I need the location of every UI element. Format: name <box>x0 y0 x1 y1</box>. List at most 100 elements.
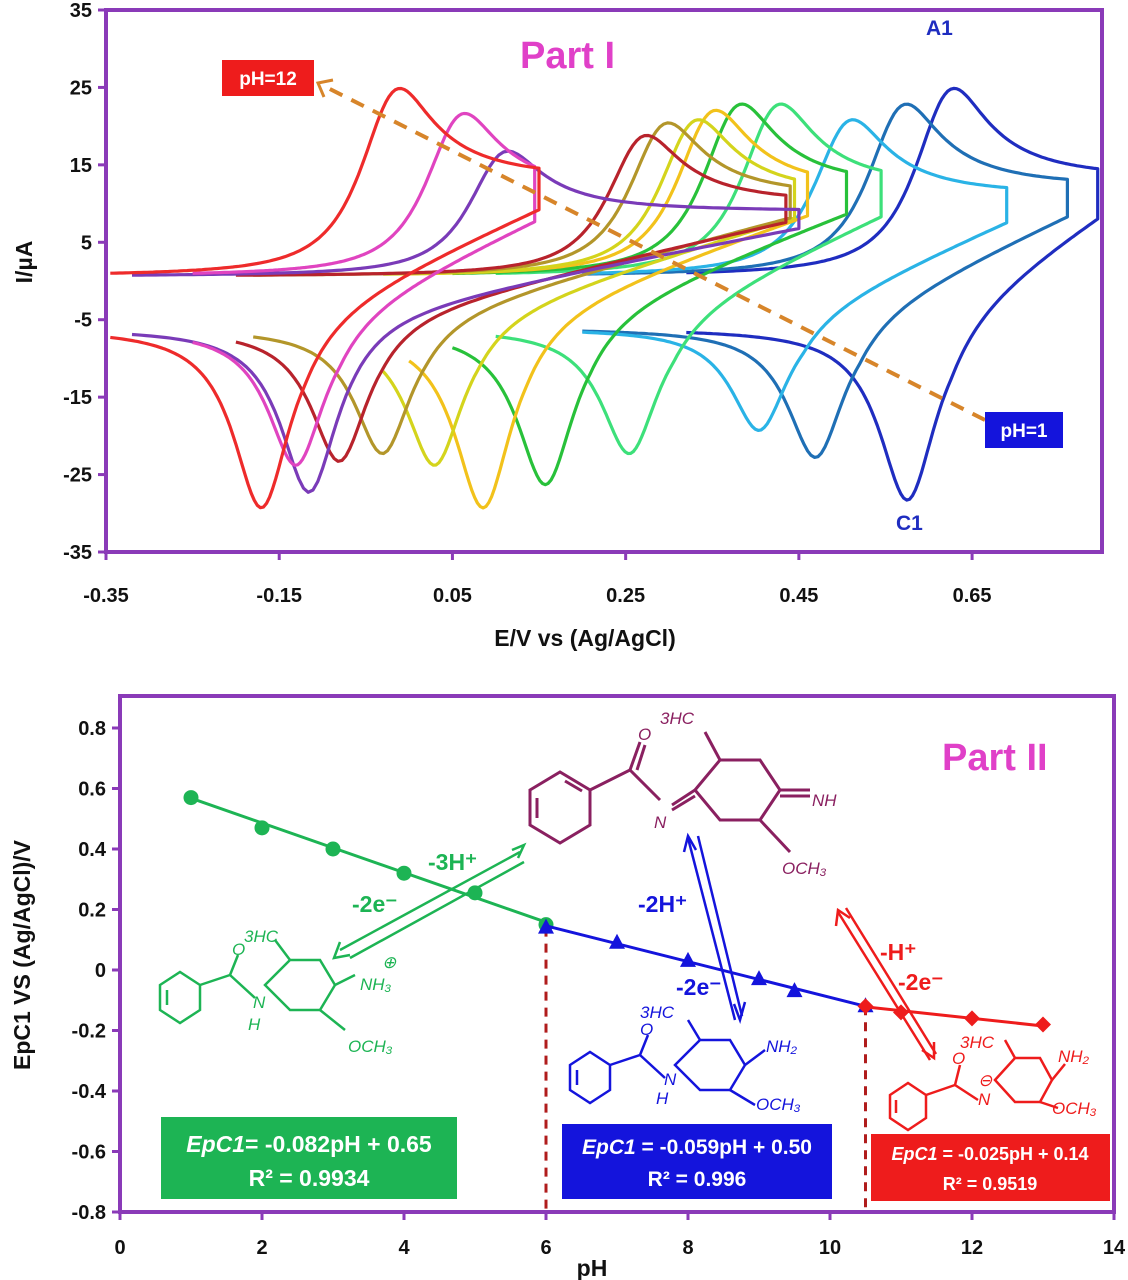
green-proton-label: -3H⁺ <box>428 849 477 875</box>
green-electron-label: -2e⁻ <box>352 891 397 917</box>
part-1-y-tick-label: 35 <box>70 0 92 22</box>
blue-electron-label: -2e⁻ <box>676 974 721 1000</box>
cv-curve-ph-2 <box>582 102 1069 459</box>
blue-r2: R² = 0.996 <box>648 1168 747 1191</box>
blue-equation-box <box>562 1124 832 1199</box>
green-equation-lhs: EpC1 <box>186 1131 245 1157</box>
part-1-y-tick-label: 15 <box>70 155 92 177</box>
part-1-x-tick-label: 0.25 <box>606 585 645 607</box>
red-equation: EpC1 = -0.025pH + 0.14 <box>891 1144 1088 1164</box>
part-2-y-tick-label: 0 <box>95 960 106 982</box>
green-och3-label: OCH₃ <box>348 1037 393 1056</box>
part-1-y-axis-label: I/µA <box>11 241 37 284</box>
green-equation-box <box>161 1117 457 1199</box>
part-2-y-tick-label: 0.4 <box>78 839 107 861</box>
cv-curve-ph-10 <box>131 149 801 494</box>
part-1-trend-arrow <box>321 83 986 422</box>
part-2-title: Part II <box>942 737 1048 779</box>
part-1-x-tick-label: 0.45 <box>779 585 818 607</box>
part-2-x-ticks: 0 2 4 6 8 10 12 14 <box>114 1212 1126 1259</box>
ph-12-label-box <box>222 60 314 96</box>
cathodic-peak-label: C1 <box>896 512 923 535</box>
cv-curve-ph-6 <box>408 108 810 510</box>
anodic-peak-label: A1 <box>926 17 953 40</box>
part-1-cv-chart: 35 25 15 5 -5 -15 -25 -35 -0.35 -0.15 0.05 0.25 0.4… <box>11 0 1104 651</box>
green-equation: EpC1= -0.082pH + 0.65 <box>186 1131 432 1157</box>
blue-equation: EpC1 = -0.059pH + 0.50 <box>582 1136 812 1159</box>
green-h-label: H <box>248 1015 261 1034</box>
blue-och3-label: OCH₃ <box>756 1095 801 1114</box>
red-proton-label: -H⁺ <box>880 939 916 965</box>
cv-curve-ph-4 <box>495 102 883 456</box>
red-point <box>964 1010 980 1027</box>
green-o-label: O <box>232 940 245 959</box>
cv-curve-ph-1 <box>686 86 1100 502</box>
red-point <box>1035 1016 1051 1033</box>
part-2-y-axis-label: EpC1 VS (Ag/AgCl)/V <box>9 839 35 1070</box>
green-point <box>467 885 483 901</box>
green-r2: R² = 0.9934 <box>249 1165 370 1191</box>
part-2-x-tick-label: 2 <box>256 1237 267 1259</box>
red-minus-label: ⊖ <box>978 1071 993 1090</box>
part-2-scatter-chart: 0.8 0.6 0.4 0.2 0 -0.2 -0.4 -0.6 -0.8 0 2 4 6 8 10 12 1… <box>9 694 1126 1280</box>
part-1-x-ticks: -0.35 -0.15 0.05 0.25 0.45 0.65 <box>83 552 992 607</box>
blue-proton-label: -2H⁺ <box>638 891 687 917</box>
cv-curve-ph-5 <box>451 102 849 487</box>
part-1-curves <box>110 86 1100 510</box>
green-equation-rhs: = -0.082pH + 0.65 <box>245 1131 432 1157</box>
blue-h-label: H <box>656 1089 669 1108</box>
part-2-y-tick-label: -0.6 <box>72 1142 106 1164</box>
purple-molecule <box>528 731 810 854</box>
green-n-label: N <box>253 993 266 1012</box>
part-1-trend-arrowhead <box>315 78 334 98</box>
red-ch3-label: 3HC <box>960 1033 995 1052</box>
blue-nh2-label: NH₂ <box>766 1037 798 1056</box>
part-2-transition-lines <box>544 927 867 1212</box>
blue-o-label: O <box>640 1020 653 1039</box>
part-2-x-tick-label: 6 <box>540 1237 551 1259</box>
part-1-plot-frame <box>104 8 1104 554</box>
green-ch3-label: 3HC <box>244 927 279 946</box>
cv-curve-ph-11 <box>192 111 537 467</box>
purple-och3-label: OCH₃ <box>782 859 827 878</box>
part-1-y-tick-label: -25 <box>63 465 92 487</box>
reaction-arrows <box>332 832 938 1061</box>
red-molecule <box>888 1039 1066 1132</box>
purple-nh-label: NH <box>812 791 837 810</box>
blue-point <box>609 933 625 949</box>
part-1-y-tick-label: -5 <box>74 310 92 332</box>
part-1-y-ticks: 35 25 15 5 -5 -15 -25 -35 <box>63 0 106 564</box>
red-nh2-label: NH₂ <box>1058 1047 1090 1066</box>
part-2-series <box>183 790 1051 1033</box>
part-2-x-tick-label: 4 <box>398 1237 410 1259</box>
part-2-x-tick-label: 8 <box>682 1237 693 1259</box>
blue-fit-line <box>545 924 866 1008</box>
cv-curve-ph-12 <box>110 86 541 510</box>
ph-12-label: pH=12 <box>239 69 297 90</box>
blue-equation-lhs: EpC1 <box>582 1136 636 1159</box>
purple-n-label: N <box>654 813 667 832</box>
ph-1-label-box <box>985 412 1063 448</box>
part-1-x-axis-label: E/V vs (Ag/AgCl) <box>494 625 675 651</box>
part-1-y-tick-label: -35 <box>63 542 92 564</box>
green-nh3-label: NH₃ <box>360 975 392 994</box>
part-1-x-tick-label: 0.65 <box>953 585 992 607</box>
purple-ch3-label: 3HC <box>660 709 695 728</box>
part-1-x-tick-label: -0.15 <box>256 585 302 607</box>
part-1-y-tick-label: 25 <box>70 77 92 99</box>
blue-point <box>538 918 554 934</box>
cv-curve-ph-7 <box>381 118 797 467</box>
green-fit-line <box>190 796 547 924</box>
purple-o-label: O <box>638 725 651 744</box>
green-molecule <box>158 939 356 1031</box>
blue-n-label: N <box>664 1070 677 1089</box>
green-point <box>396 865 412 881</box>
red-equation-lhs: EpC1 <box>891 1144 937 1164</box>
blue-molecule <box>568 1019 766 1107</box>
part-2-y-tick-label: -0.4 <box>72 1081 107 1103</box>
red-o-label: O <box>952 1049 965 1068</box>
red-equation-rhs: = -0.025pH + 0.14 <box>937 1144 1088 1164</box>
red-och3-label: OCH₃ <box>1052 1099 1097 1118</box>
part-1-y-tick-label: 5 <box>81 232 92 254</box>
part-2-plot-frame <box>118 694 1116 1214</box>
